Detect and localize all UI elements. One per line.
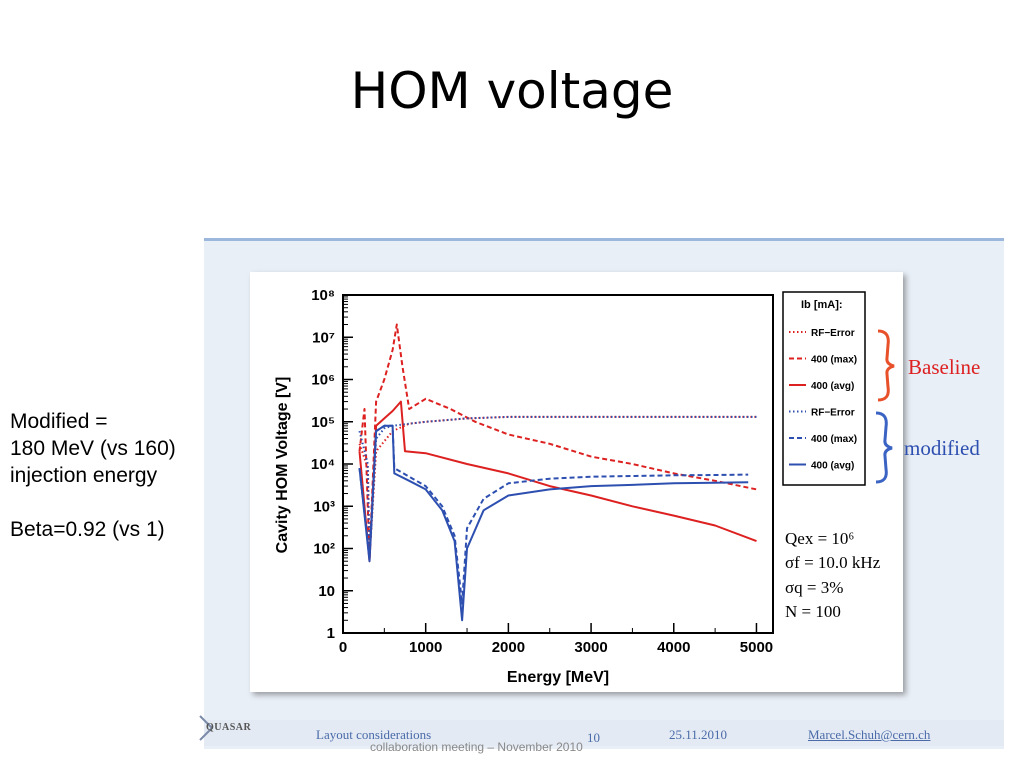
y-tick-label: 10 (318, 583, 335, 600)
legend-entry-label: 400 (max) (811, 355, 857, 366)
series-line-modified-dotted (358, 415, 757, 559)
y-tick-label: 1 (327, 625, 335, 642)
param-sigma-q: σq = 3% (785, 578, 843, 597)
modified-label: modified (904, 436, 980, 460)
footer-email[interactable]: Marcel.Schuh@cern.ch (808, 727, 931, 742)
legend-entry-label: 400 (avg) (811, 461, 854, 472)
series-line-baseline-solid (358, 400, 757, 563)
modified-brace (875, 411, 893, 484)
footer-left: Layout considerations (316, 727, 432, 742)
slide-title: HOM voltage (350, 62, 674, 120)
footer-subtitle: collaboration meeting – November 2010 (370, 740, 583, 754)
note-line: Modified = (10, 410, 108, 433)
y-axis-label: Cavity HOM Voltage [V] (274, 377, 291, 554)
footer-strip (204, 720, 1004, 746)
x-tick-label: 1000 (409, 639, 442, 656)
quasar-logo: QUASAR (206, 722, 252, 733)
simulation-params: Qex = 10⁶ σf = 10.0 kHz σq = 3% N = 100 (785, 529, 881, 621)
legend-entry-label: RF−Error (811, 328, 855, 339)
x-tick-label: 2000 (492, 639, 525, 656)
x-tick-label: 3000 (574, 639, 607, 656)
series-line-baseline-dashed (358, 323, 757, 559)
y-tick-label: 10⁶ (311, 372, 335, 389)
legend: Ib [mA]: RF−Error 400 (max) 400 (avg) RF−Er… (782, 291, 866, 486)
footer-date: 25.11.2010 (669, 727, 728, 742)
legend-entry-label: RF−Error (811, 408, 855, 419)
quasar-logo-icon (199, 715, 214, 741)
baseline-brace (877, 329, 895, 402)
param-qex: Qex = 10⁶ (785, 529, 854, 548)
y-tick-label: 10⁵ (311, 414, 335, 431)
baseline-label: Baseline (908, 355, 980, 379)
x-tick-label: 4000 (657, 639, 690, 656)
param-sigma-f: σf = 10.0 kHz (785, 553, 881, 572)
legend-title: Ib [mA]: (801, 299, 843, 311)
baseline-brace-group: Baseline (877, 329, 980, 402)
y-tick-label: 10⁸ (311, 287, 335, 304)
x-tick-label: 5000 (740, 639, 773, 656)
series-line-modified-solid (358, 424, 749, 622)
note-line: 180 MeV (vs 160) (10, 437, 176, 460)
legend-entry-label: 400 (max) (811, 434, 857, 445)
y-tick-label: 10² (313, 541, 335, 558)
note-line: Beta=0.92 (vs 1) (10, 518, 165, 541)
note-line: injection energy (10, 464, 158, 487)
param-n: N = 100 (785, 602, 841, 621)
y-tick-label: 10⁴ (311, 456, 335, 473)
y-tick-label: 10⁷ (312, 329, 335, 346)
y-tick-label: 10³ (313, 498, 335, 515)
footer-page: 10 (587, 730, 600, 745)
legend-entry-label: 400 (avg) (811, 381, 854, 392)
x-tick-label: 0 (339, 639, 347, 656)
side-notes: Modified = 180 MeV (vs 160) injection en… (10, 408, 176, 543)
x-axis-label: Energy [MeV] (507, 669, 609, 686)
legend-box (782, 291, 866, 486)
modified-brace-group: modified (875, 411, 980, 484)
